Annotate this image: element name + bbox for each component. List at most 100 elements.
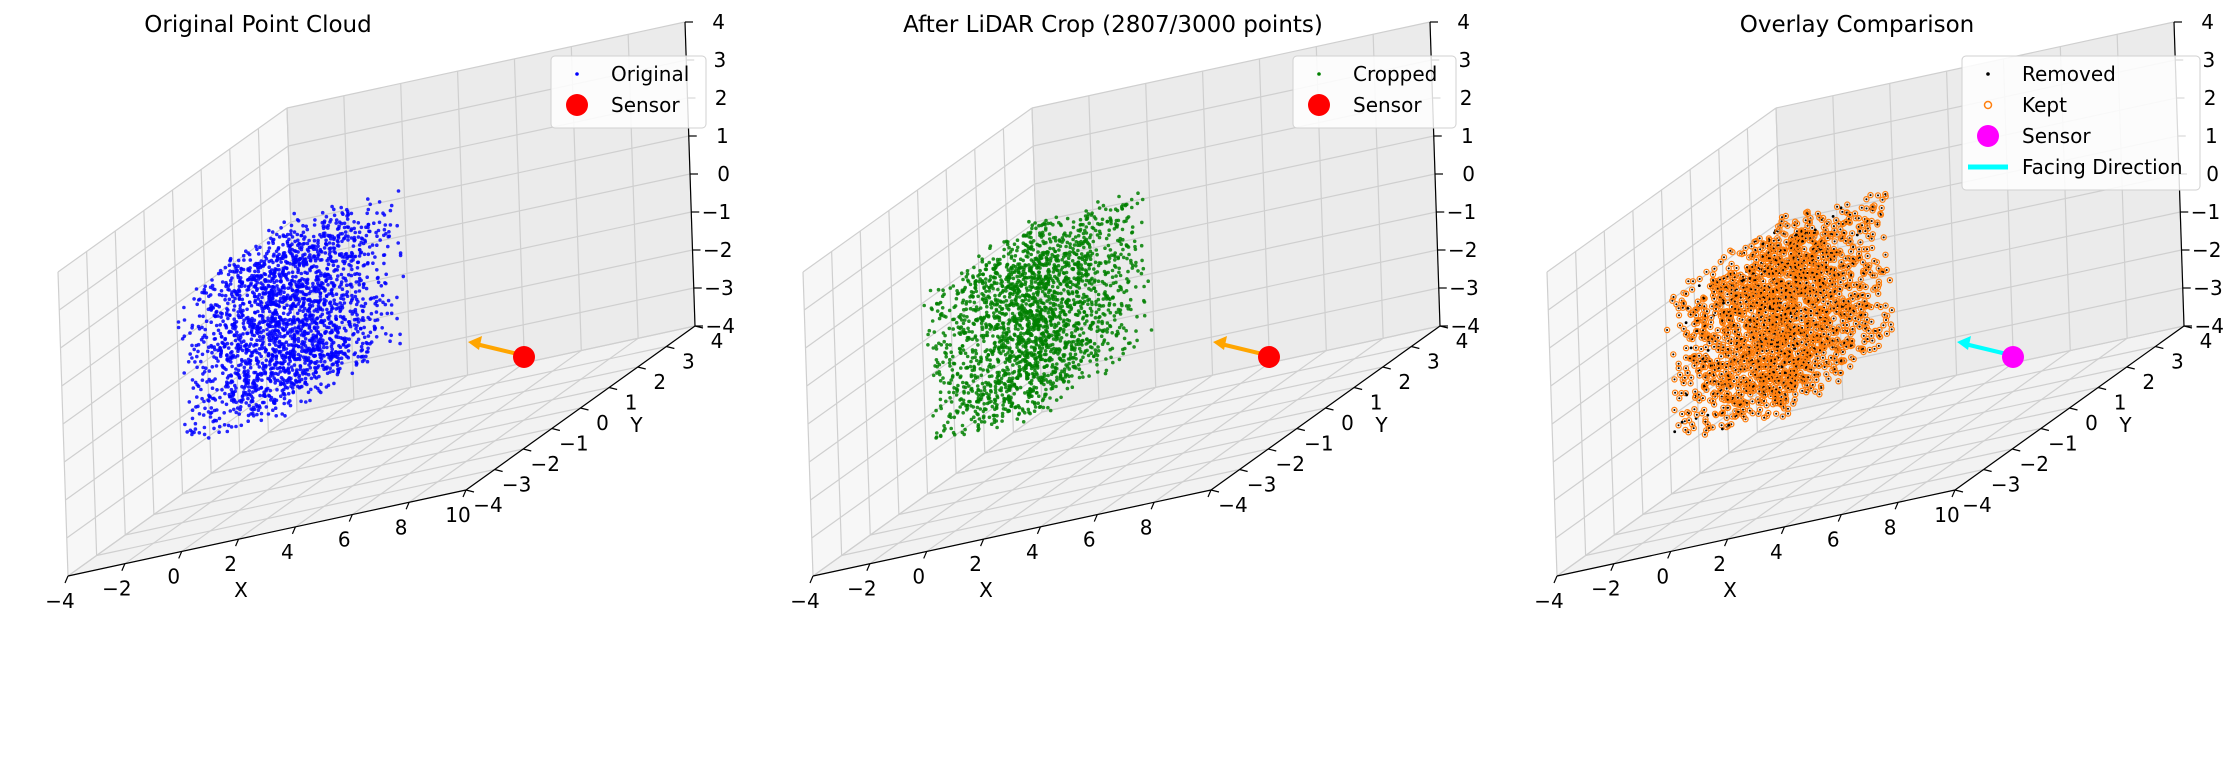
data-point [325, 345, 329, 350]
data-point [288, 282, 293, 286]
data-point [303, 306, 307, 311]
data-point [236, 343, 240, 347]
data-point [962, 314, 966, 318]
data-point [961, 380, 965, 385]
data-point [1094, 302, 1098, 307]
data-point [961, 385, 966, 389]
data-point [237, 412, 241, 416]
data-point [1054, 384, 1058, 389]
data-point [994, 406, 999, 411]
data-point [262, 346, 267, 350]
data-point [328, 300, 333, 305]
data-point [270, 285, 274, 289]
data-point [952, 415, 957, 420]
data-point [961, 308, 966, 312]
data-point [295, 368, 299, 372]
grid-line [60, 183, 290, 349]
data-point [984, 289, 988, 294]
data-point [1053, 307, 1058, 312]
data-point [1043, 228, 1048, 232]
data-point [1082, 245, 1086, 250]
data-point [950, 368, 955, 372]
data-point [329, 354, 334, 358]
data-point [1097, 235, 1102, 240]
data-point [240, 394, 245, 399]
data-point [1023, 297, 1028, 302]
data-point [1007, 356, 1012, 361]
data-point [1035, 337, 1039, 341]
data-point [247, 374, 251, 379]
data-point [336, 264, 340, 269]
data-point [1107, 301, 1112, 306]
data-point [276, 263, 281, 268]
data-point [1121, 351, 1125, 356]
data-point [232, 333, 237, 337]
data-point [365, 211, 370, 216]
data-point [980, 259, 985, 264]
data-point [229, 398, 234, 403]
data-point [1025, 249, 1030, 254]
data-point [334, 307, 339, 311]
data-point [987, 279, 991, 283]
data-point [235, 406, 240, 410]
data-point [263, 394, 267, 398]
data-point [981, 336, 986, 340]
data-point [244, 342, 249, 347]
data-point [1062, 271, 1066, 276]
data-point [255, 412, 259, 417]
data-point [291, 353, 296, 357]
data-point [196, 349, 200, 354]
data-point [209, 406, 214, 410]
data-point [286, 244, 291, 248]
data-point [1057, 313, 1062, 318]
data-point [1067, 253, 1072, 257]
data-point [364, 354, 368, 359]
data-point [266, 316, 270, 321]
y-tick [1239, 468, 1248, 473]
data-point [1024, 302, 1028, 306]
data-point [309, 329, 313, 333]
data-point [955, 372, 960, 377]
data-point [278, 366, 283, 370]
data-point [300, 349, 304, 354]
data-point [1104, 207, 1108, 212]
data-point [1029, 235, 1033, 240]
data-point [1080, 266, 1084, 271]
data-point [1119, 323, 1124, 327]
data-point [255, 280, 260, 285]
data-point [1015, 245, 1020, 250]
data-point [260, 400, 265, 405]
data-point [1085, 337, 1089, 341]
x-tick-label: 0 [1656, 564, 1669, 588]
data-point [188, 352, 192, 356]
data-point [267, 228, 271, 233]
data-point [960, 290, 964, 294]
y-tick-label: 1 [1370, 391, 1383, 415]
data-point [279, 256, 284, 261]
data-point [1048, 239, 1053, 244]
data-point [1065, 216, 1070, 221]
data-point [995, 394, 999, 398]
data-point [1067, 367, 1071, 371]
y-tick-label: 3 [1427, 350, 1440, 374]
data-point [1067, 319, 1072, 323]
data-point [1059, 336, 1064, 340]
data-point [318, 258, 323, 262]
data-point [1015, 417, 1020, 421]
data-point [295, 288, 300, 292]
data-point [245, 307, 249, 312]
data-point [1004, 303, 1009, 308]
data-point [1013, 324, 1018, 328]
data-point [1030, 223, 1035, 227]
data-point [196, 324, 201, 329]
data-point [290, 307, 294, 311]
data-point [278, 315, 283, 320]
data-point [931, 414, 935, 418]
data-point [256, 408, 261, 413]
data-point [319, 341, 323, 345]
data-point [988, 327, 992, 331]
data-point [1086, 353, 1091, 358]
data-point [220, 363, 224, 368]
data-point [319, 382, 323, 387]
data-point [336, 234, 341, 238]
